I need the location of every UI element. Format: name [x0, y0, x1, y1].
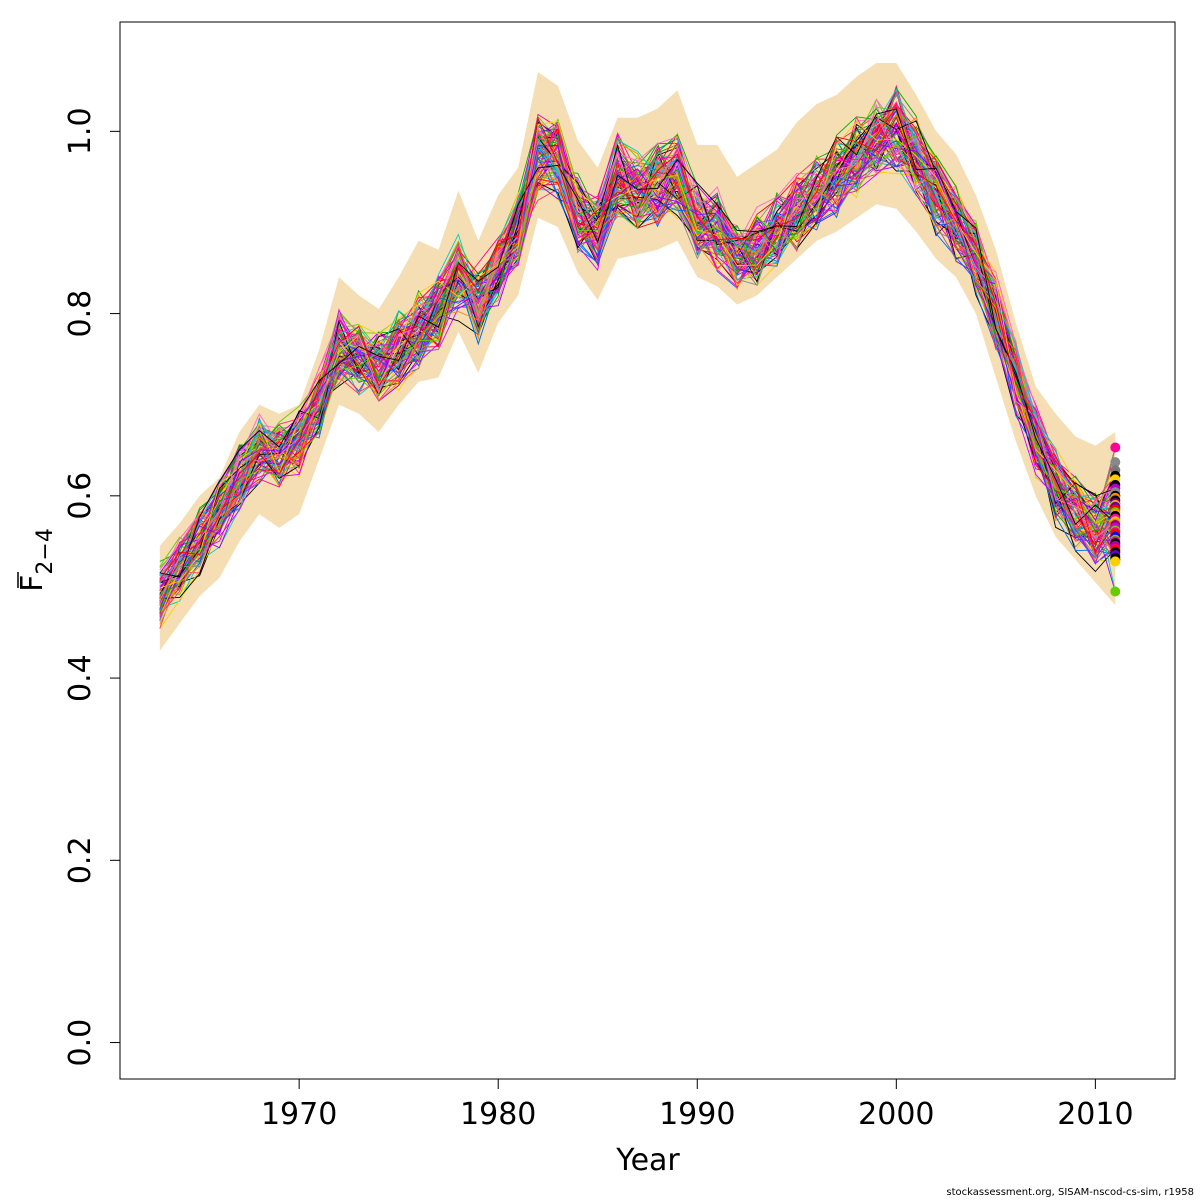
replicate-line: [159, 133, 1116, 597]
final-point: [1110, 442, 1121, 453]
x-tick-label: 2000: [858, 1097, 934, 1132]
final-point: [1110, 556, 1121, 567]
y-tick-label: 0.6: [63, 472, 98, 520]
x-tick-label: 2010: [1057, 1097, 1133, 1132]
replicate-line: [159, 103, 1116, 581]
y-tick-label: 0.8: [63, 290, 98, 338]
final-point: [1110, 586, 1121, 597]
replicate-line: [159, 113, 1116, 607]
x-tick-label: 1970: [261, 1097, 337, 1132]
replicate-line: [159, 108, 1116, 578]
y-tick-label: 0.2: [63, 836, 98, 884]
y-tick-label: 0.0: [63, 1019, 98, 1067]
replicate-line: [159, 143, 1116, 588]
replicate-line: [159, 143, 1116, 598]
y-axis-title: F2−4: [15, 528, 58, 592]
y-axis: 0.0 0.2 0.4 0.6 0.8 1.0: [63, 107, 121, 1067]
x-tick-label: 1980: [460, 1097, 536, 1132]
x-axis-title: Year: [615, 1143, 680, 1178]
replicate-line: [159, 141, 1116, 601]
y-axis-title-subscript: 2−4: [33, 528, 58, 574]
replicate-line: [159, 112, 1116, 602]
replicate-line: [159, 116, 1116, 580]
y-axis-title-base: F: [15, 575, 50, 592]
svg-text:F2−4: F2−4: [15, 528, 58, 592]
x-tick-label: 1990: [659, 1097, 735, 1132]
replicate-line: [159, 133, 1116, 616]
replicate-lines: [159, 84, 1116, 629]
final-year-points: [1110, 442, 1121, 597]
final-point: [1110, 457, 1121, 468]
caption: stockassessment.org, SISAM-nscod-cs-sim,…: [946, 1187, 1194, 1198]
y-tick-label: 0.4: [63, 654, 98, 702]
x-axis: 1970 1980 1990 2000 2010: [261, 1078, 1134, 1132]
y-tick-label: 1.0: [63, 107, 98, 155]
